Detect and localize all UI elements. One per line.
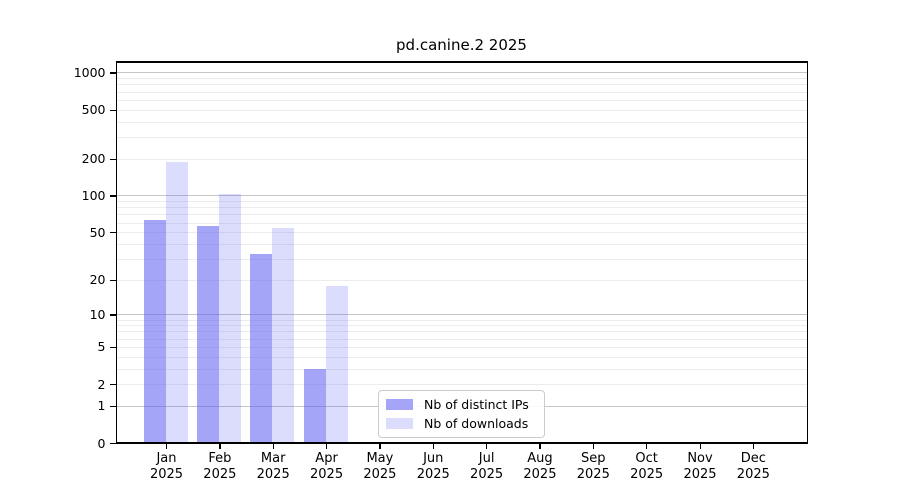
x-tick-label-jul: Jul 2025	[470, 450, 504, 482]
bar-downloads-feb	[218, 194, 241, 444]
legend-label-downloads: Nb of downloads	[424, 416, 529, 431]
minor-gridline	[115, 325, 808, 327]
y-tick-mark	[109, 158, 116, 160]
minor-gridline	[115, 207, 808, 209]
minor-gridline	[115, 84, 808, 86]
y-tick-mark	[109, 443, 116, 445]
minor-gridline	[115, 279, 808, 281]
y-tick-label: 2	[97, 376, 106, 392]
minor-gridline	[115, 384, 808, 386]
x-tick-mark	[326, 443, 328, 449]
x-tick-label-dec: Dec 2025	[736, 450, 770, 482]
minor-gridline	[115, 121, 808, 123]
x-tick-mark	[592, 443, 595, 449]
plot-spine-right	[806, 61, 808, 444]
x-tick-label-nov: Nov 2025	[683, 450, 717, 482]
legend-label-distinct-ips: Nb of distinct IPs	[424, 397, 529, 412]
minor-gridline	[115, 99, 808, 101]
y-tick-mark	[109, 279, 116, 281]
y-tick-label: 50	[89, 224, 106, 240]
y-tick-mark	[109, 232, 116, 234]
y-tick-label: 10	[89, 306, 106, 322]
chart-title: pd.canine.2 2025	[396, 36, 527, 54]
x-tick-mark	[432, 443, 435, 449]
x-tick-mark	[646, 443, 648, 449]
minor-gridline	[115, 258, 808, 260]
minor-gridline	[115, 91, 808, 93]
y-tick-mark	[109, 72, 116, 74]
minor-gridline	[115, 109, 808, 111]
y-tick-mark	[109, 314, 116, 316]
major-gridline	[115, 314, 808, 316]
y-tick-mark	[109, 195, 116, 197]
x-tick-mark	[272, 443, 274, 449]
minor-gridline	[115, 319, 808, 321]
plot-spine-top	[115, 61, 808, 63]
bar-distinct-ips-mar	[250, 254, 273, 444]
x-tick-mark	[539, 443, 541, 449]
minor-gridline	[115, 356, 808, 358]
x-tick-mark	[752, 443, 755, 449]
y-tick-label: 100	[81, 187, 106, 203]
x-tick-label-apr: Apr 2025	[310, 450, 344, 482]
plot-spine-bottom	[115, 442, 808, 444]
legend: Nb of distinct IPs Nb of downloads	[378, 390, 545, 438]
x-tick-label-may: May 2025	[363, 450, 397, 482]
bars-layer	[116, 61, 809, 444]
y-tick-mark	[109, 405, 116, 408]
legend-item-downloads: Nb of downloads	[386, 416, 537, 431]
y-tick-mark	[109, 384, 116, 386]
major-gridline	[115, 72, 808, 74]
bar-downloads-mar	[272, 227, 295, 444]
x-tick-mark	[379, 443, 381, 449]
major-gridline	[115, 195, 808, 197]
plot-area	[115, 61, 809, 444]
grid-layer	[115, 61, 808, 444]
y-tick-label: 1000	[73, 64, 106, 80]
y-tick-label: 1	[97, 398, 106, 414]
minor-gridline	[115, 368, 808, 370]
y-tick-mark	[109, 346, 116, 349]
x-tick-label-sep: Sep 2025	[576, 450, 610, 482]
x-tick-mark	[486, 443, 488, 449]
legend-item-distinct-ips: Nb of distinct IPs	[386, 397, 537, 412]
y-tick-label: 5	[97, 339, 106, 355]
minor-gridline	[115, 222, 808, 224]
bar-downloads-jan	[165, 161, 188, 444]
y-tick-label: 0	[97, 435, 106, 451]
y-tick-label: 20	[89, 272, 106, 288]
minor-gridline	[115, 158, 808, 160]
x-tick-mark	[166, 443, 168, 449]
y-tick-mark	[109, 109, 116, 111]
x-tick-label-jun: Jun 2025	[416, 450, 450, 482]
minor-gridline	[115, 136, 808, 138]
y-tick-label: 200	[81, 151, 106, 167]
x-tick-label-oct: Oct 2025	[630, 450, 664, 482]
x-tick-label-aug: Aug 2025	[523, 450, 557, 482]
legend-swatch-downloads	[386, 418, 413, 429]
x-tick-label-jan: Jan 2025	[149, 450, 184, 482]
minor-gridline	[115, 338, 808, 340]
bar-distinct-ips-apr	[303, 369, 326, 444]
y-tick-label: 500	[81, 102, 106, 118]
minor-gridline	[115, 201, 808, 203]
legend-swatch-distinct-ips	[386, 399, 413, 410]
x-tick-label-mar: Mar 2025	[256, 450, 290, 482]
minor-gridline	[115, 78, 808, 80]
bar-downloads-apr	[325, 285, 348, 444]
bar-distinct-ips-feb	[196, 225, 219, 444]
minor-gridline	[115, 243, 808, 245]
x-tick-label-feb: Feb 2025	[203, 450, 237, 482]
x-tick-mark	[219, 443, 221, 449]
x-tick-mark	[699, 443, 701, 449]
plot-spine-left	[115, 61, 117, 444]
bar-distinct-ips-jan	[143, 220, 166, 444]
minor-gridline	[115, 214, 808, 216]
minor-gridline	[115, 232, 808, 234]
minor-gridline	[115, 331, 808, 333]
minor-gridline	[115, 346, 808, 348]
